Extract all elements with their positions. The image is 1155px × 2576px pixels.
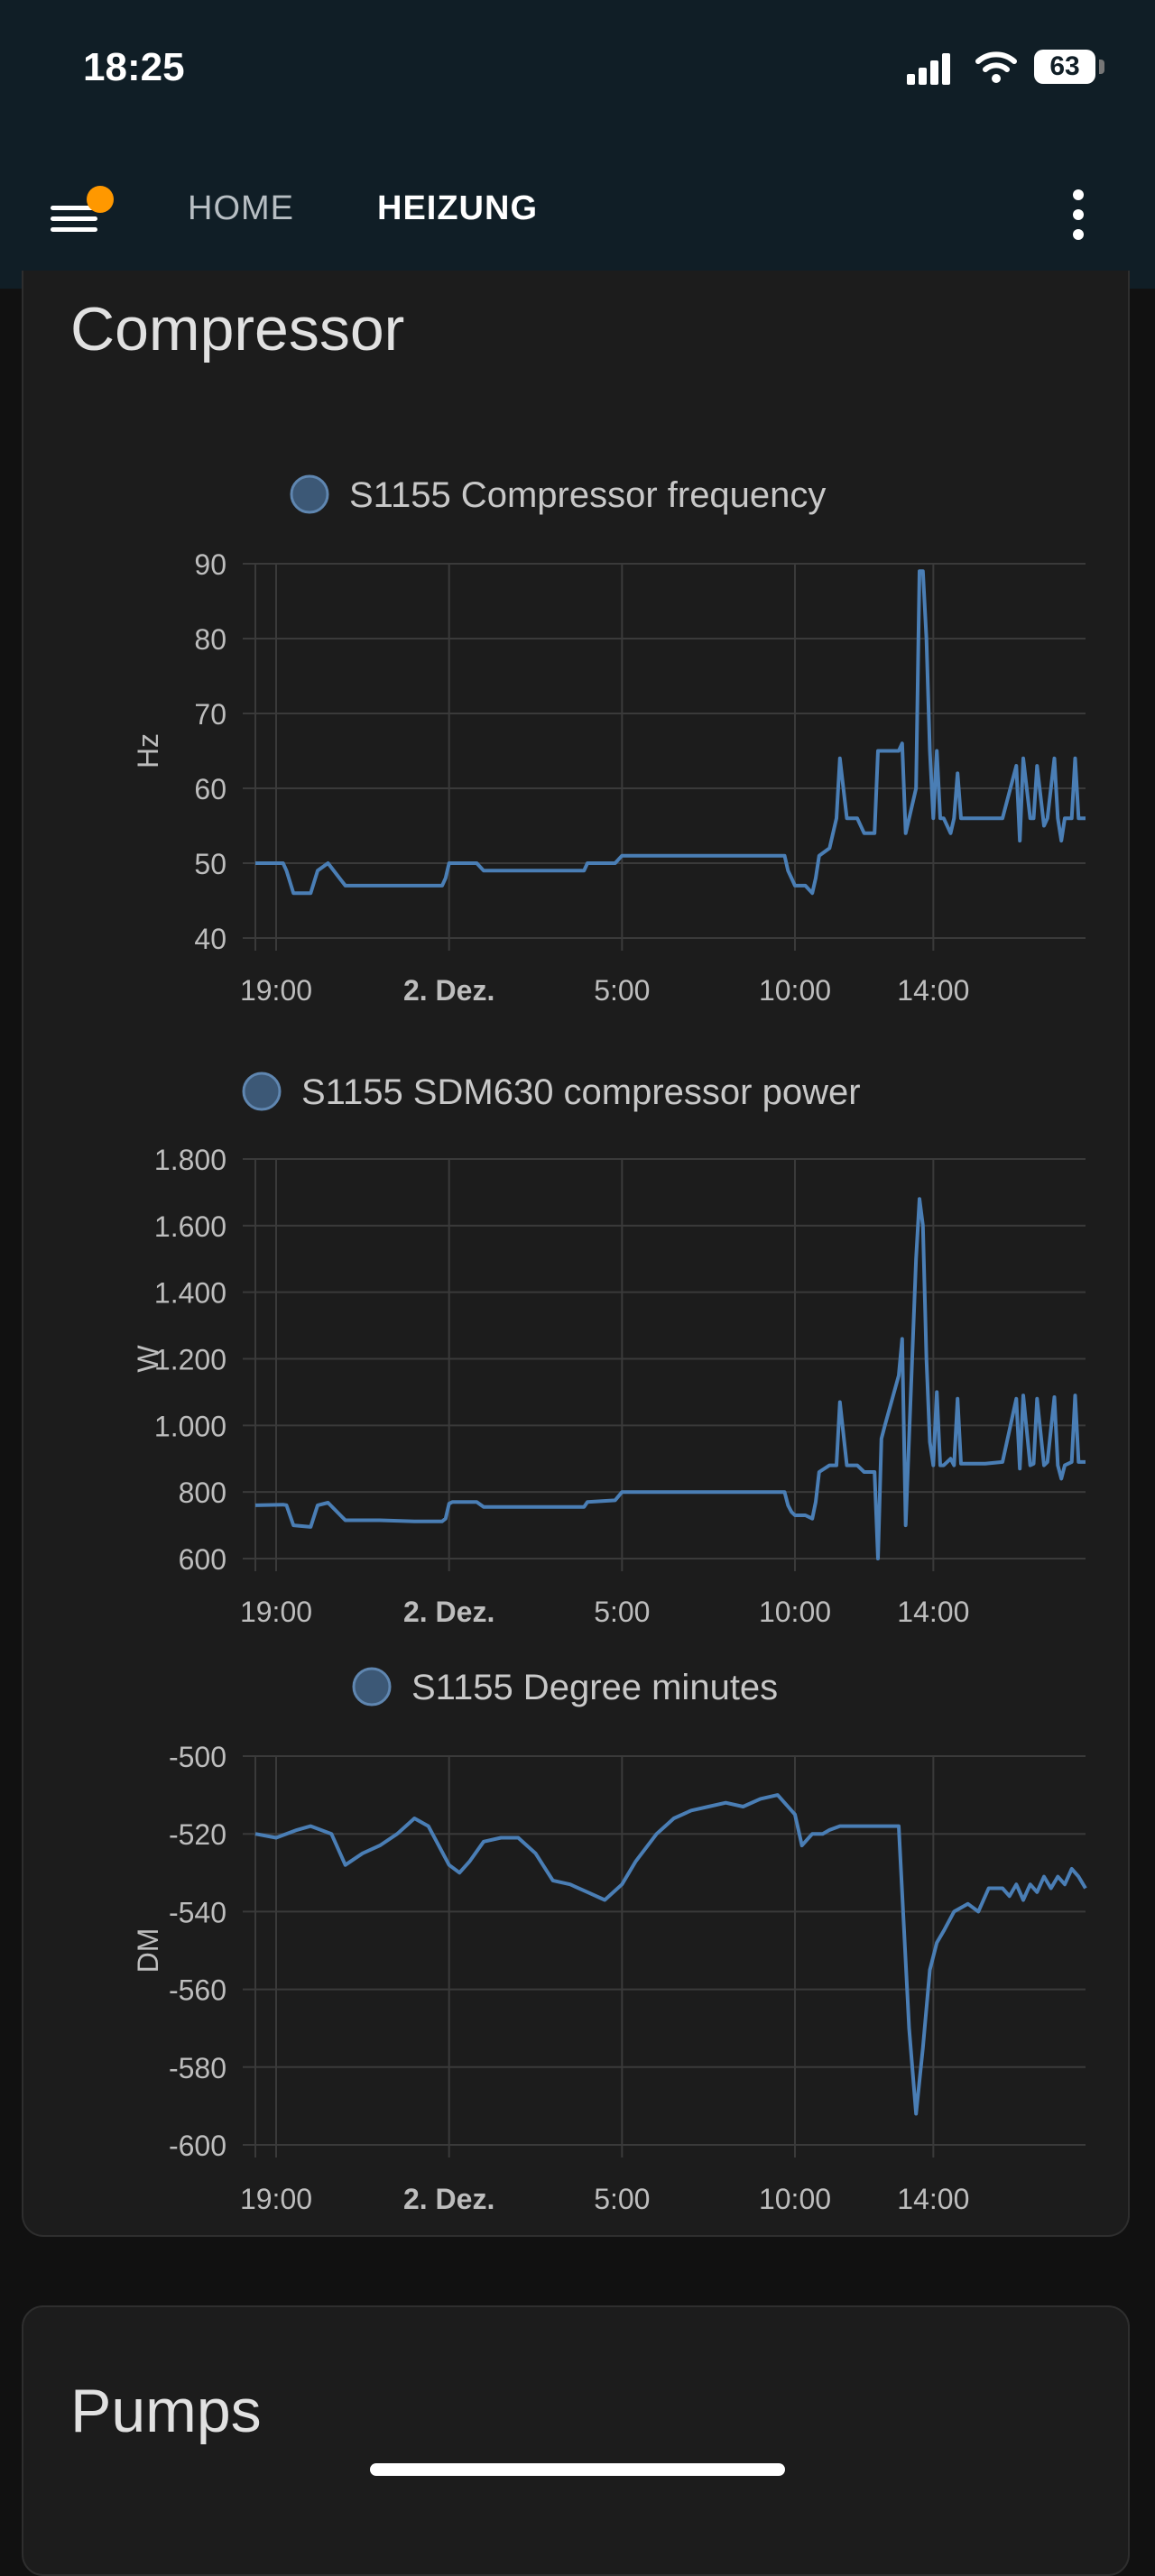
legend-label: S1155 Degree minutes xyxy=(411,1668,778,1707)
legend-marker xyxy=(290,474,329,514)
series-line xyxy=(255,569,1086,896)
y-tick-label: 1.000 xyxy=(154,1410,226,1442)
battery-nub xyxy=(1099,60,1104,74)
legend-label: S1155 SDM630 compressor power xyxy=(301,1072,861,1112)
x-tick-label: 2. Dez. xyxy=(403,2183,494,2215)
y-tick-label: -540 xyxy=(169,1896,226,1928)
compressor-card xyxy=(22,271,1130,2237)
app-bar: HOME HEIZUNG xyxy=(0,144,1155,289)
y-tick-label: 90 xyxy=(194,548,226,581)
y-tick-label: 600 xyxy=(179,1543,226,1576)
status-time: 18:25 xyxy=(83,45,185,89)
x-tick-label: 19:00 xyxy=(240,2183,312,2215)
more-vert-icon[interactable] xyxy=(1065,188,1092,242)
home-indicator[interactable] xyxy=(370,2463,785,2476)
signal-icon xyxy=(907,52,950,85)
y-tick-label: 40 xyxy=(194,923,226,955)
y-tick-label: -560 xyxy=(169,1974,226,2007)
y-tick-label: 70 xyxy=(194,698,226,731)
x-tick-label: 14:00 xyxy=(897,974,969,1007)
x-tick-label: 14:00 xyxy=(897,1596,969,1624)
status-bar: 18:25 63 xyxy=(0,0,1155,144)
y-tick-label: -600 xyxy=(169,2130,226,2162)
x-tick-label: 10:00 xyxy=(759,974,831,1007)
notification-badge xyxy=(87,186,114,213)
legend-marker xyxy=(242,1072,282,1111)
x-tick-label: 2. Dez. xyxy=(403,1596,494,1624)
x-tick-label: 10:00 xyxy=(759,2183,831,2215)
y-tick-label: -580 xyxy=(169,2052,226,2084)
x-tick-label: 19:00 xyxy=(240,974,312,1007)
x-tick-label: 5:00 xyxy=(594,2183,650,2215)
card-title-pumps: Pumps xyxy=(70,2377,262,2445)
tab-home[interactable]: HOME xyxy=(188,189,294,227)
y-tick-label: 1.800 xyxy=(154,1144,226,1176)
x-tick-label: 5:00 xyxy=(594,1596,650,1624)
x-tick-label: 19:00 xyxy=(240,1596,312,1624)
menu-icon[interactable] xyxy=(51,186,114,245)
x-tick-label: 5:00 xyxy=(594,974,650,1007)
y-tick-label: -520 xyxy=(169,1818,226,1851)
y-tick-label: 800 xyxy=(179,1477,226,1509)
compressor-frequency-chart: S1155 Compressor frequency 90 80 70 60 50 40 19… xyxy=(132,474,1086,1007)
legend-marker xyxy=(352,1667,392,1707)
compressor-power-chart: S1155 SDM630 compressor power 1.800 1.600 1… xyxy=(132,1072,1086,1624)
card-title-compressor: Compressor xyxy=(70,295,405,363)
y-tick-label: 1.200 xyxy=(154,1344,226,1376)
y-tick-label: 60 xyxy=(194,773,226,805)
y-tick-label: 1.400 xyxy=(154,1277,226,1310)
y-tick-label: 50 xyxy=(194,848,226,880)
series-line xyxy=(254,1793,1087,2116)
y-tick-label: 80 xyxy=(194,623,226,656)
y-tick-label: -500 xyxy=(169,1741,226,1773)
battery-icon: 63 xyxy=(1034,50,1095,84)
x-tick-label: 14:00 xyxy=(897,2183,969,2215)
y-axis-label: W xyxy=(132,1345,164,1373)
y-axis-label: DM xyxy=(132,1928,164,1973)
x-tick-label: 10:00 xyxy=(759,1596,831,1624)
series-line xyxy=(254,1197,1086,1560)
y-axis-label: Hz xyxy=(132,733,164,768)
legend-label: S1155 Compressor frequency xyxy=(349,475,826,515)
tab-heizung[interactable]: HEIZUNG xyxy=(377,189,538,227)
y-tick-label: 1.600 xyxy=(154,1210,226,1243)
wifi-icon xyxy=(975,51,1017,83)
x-tick-label: 2. Dez. xyxy=(403,974,494,1007)
degree-minutes-chart: S1155 Degree minutes -500 -520 -540 -560 -580… xyxy=(132,1667,1087,2215)
